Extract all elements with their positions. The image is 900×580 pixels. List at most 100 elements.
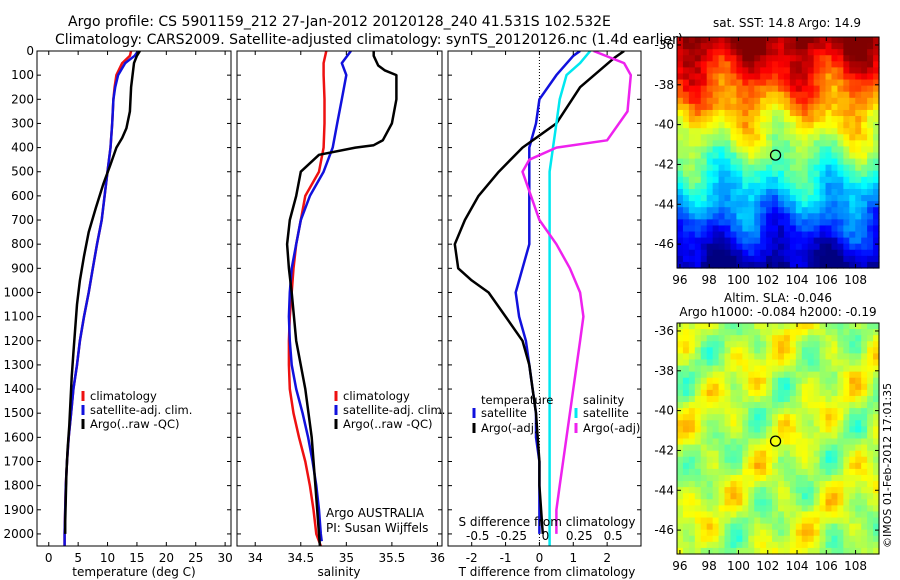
map-cell: [801, 493, 809, 500]
map-cell: [778, 547, 785, 555]
map-cell: [748, 517, 755, 525]
map-cell: [801, 432, 809, 440]
map-cell: [783, 408, 791, 415]
map-cell: [801, 389, 809, 397]
map-cell: [700, 79, 708, 87]
map-cell: [772, 481, 779, 488]
map-cell: [712, 414, 720, 421]
map-lat-label: -44: [654, 483, 674, 497]
map-cell: [700, 152, 708, 160]
map-lat-label: -38: [654, 78, 674, 92]
map-cell: [843, 487, 850, 494]
map-cell: [694, 85, 702, 93]
map-cell: [742, 481, 749, 488]
map-cell: [760, 67, 767, 75]
map-cell: [837, 43, 844, 50]
depth-tick-label: 500: [11, 165, 34, 179]
map-cell: [867, 176, 874, 184]
map-cell: [688, 49, 696, 56]
map-cell: [712, 176, 720, 184]
map-cell: [813, 85, 821, 93]
map-cell: [766, 505, 773, 513]
map-cell: [789, 547, 797, 555]
map-cell: [789, 468, 797, 476]
map-cell: [700, 97, 708, 105]
map-cell: [718, 219, 726, 227]
map-cell: [813, 323, 821, 330]
map-cell: [783, 116, 791, 123]
map-cell: [837, 341, 844, 348]
map-cell: [688, 371, 696, 379]
map-cell: [861, 541, 868, 549]
map-cell: [772, 402, 779, 409]
map-cell: [807, 456, 815, 464]
map-cell: [807, 402, 815, 409]
map-cell: [819, 67, 827, 75]
map-cell: [730, 61, 738, 68]
map-cell: [789, 426, 797, 434]
map-cell: [677, 225, 684, 233]
map-cell: [807, 67, 815, 75]
map-cell: [831, 329, 839, 336]
map-cell: [831, 347, 839, 354]
map-cell: [813, 347, 821, 354]
map-cell: [688, 323, 696, 330]
map-cell: [760, 55, 767, 62]
map-cell: [789, 462, 797, 470]
map-cell: [718, 255, 726, 263]
map-cell: [843, 37, 850, 44]
map-cell: [849, 462, 856, 470]
map-cell: [855, 347, 862, 354]
map-cell: [724, 37, 732, 44]
map-cell: [837, 140, 844, 148]
map-cell: [831, 395, 839, 403]
map-cell: [694, 371, 702, 379]
map-cell: [855, 261, 862, 269]
map-cell: [825, 408, 833, 415]
map-cell: [861, 359, 868, 367]
map-cell: [789, 219, 797, 227]
map-cell: [760, 255, 767, 263]
map-cell: [783, 529, 791, 537]
map-cell: [867, 43, 874, 50]
map-cell: [855, 103, 862, 111]
map-cell: [837, 195, 844, 202]
map-cell: [730, 505, 738, 513]
map-cell: [724, 389, 732, 397]
map-cell: [772, 511, 779, 519]
map-cell: [825, 176, 833, 184]
map-cell: [819, 103, 827, 111]
map-cell: [682, 505, 690, 513]
map-cell: [861, 377, 868, 385]
map-cell: [706, 493, 714, 500]
map-cell: [861, 49, 868, 56]
map-cell: [772, 231, 779, 239]
map-cell: [748, 335, 755, 342]
map-cell: [837, 109, 844, 117]
map-cell: [807, 377, 815, 385]
map-cell: [700, 164, 708, 172]
depth-tick-label: 1200: [3, 334, 34, 348]
map-cell: [748, 389, 755, 397]
map-cell: [706, 359, 714, 367]
map-cell: [819, 164, 827, 172]
map-cell: [783, 487, 791, 494]
map-cell: [736, 468, 743, 476]
map-cell: [724, 468, 732, 476]
map-cell: [760, 237, 767, 245]
map-cell: [772, 176, 779, 184]
map-cell: [813, 511, 821, 519]
map-cell: [700, 341, 708, 348]
map-cell: [760, 505, 767, 513]
map-cell: [748, 408, 755, 415]
map-cell: [677, 517, 684, 525]
map-cell: [807, 395, 815, 403]
map-cell: [873, 481, 880, 488]
map-cell: [754, 365, 761, 373]
map-cell: [682, 517, 690, 525]
map-cell: [677, 481, 684, 488]
map-cell: [855, 219, 862, 227]
map-cell: [694, 164, 702, 172]
map-cell: [861, 128, 868, 135]
map-cell: [736, 499, 743, 506]
